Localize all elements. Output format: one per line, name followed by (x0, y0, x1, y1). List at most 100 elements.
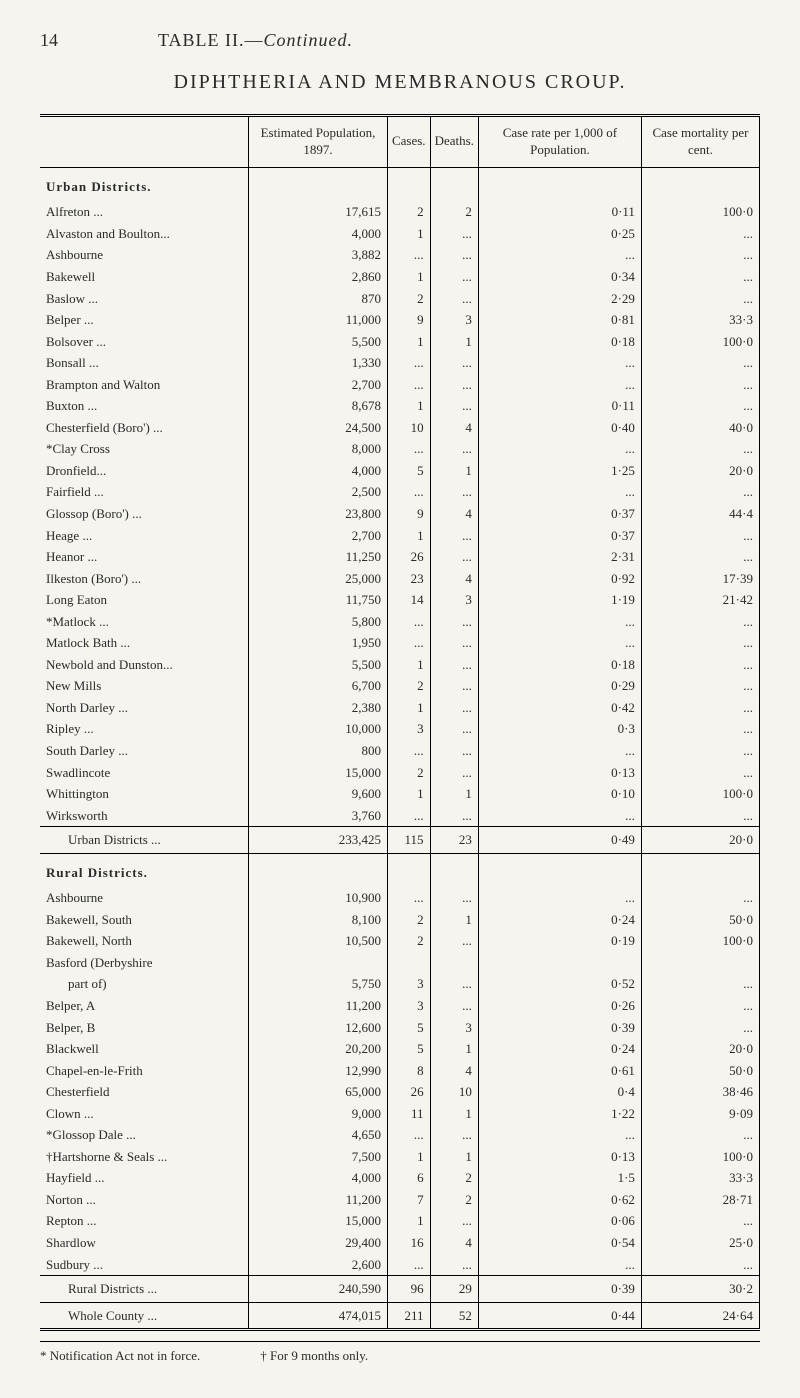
table-cell: 1·22 (478, 1103, 641, 1125)
table-cell: 38·46 (641, 1081, 759, 1103)
table-row: *Matlock ...5,800............ (40, 611, 760, 633)
table-cell: 0·11 (478, 395, 641, 417)
table-cell: ... (641, 697, 759, 719)
table-cell: 0·18 (478, 331, 641, 353)
section-header-row: Urban Districts. (40, 167, 760, 201)
table-cell: ... (430, 481, 478, 503)
table-cell: 50·0 (641, 1060, 759, 1082)
table-cell: ... (430, 395, 478, 417)
table-cell: Baslow ... (40, 288, 249, 310)
table-cell (249, 952, 388, 974)
table-cell: Heanor ... (40, 546, 249, 568)
table-cell: 11 (387, 1103, 430, 1125)
table-cell: 20,200 (249, 1038, 388, 1060)
table-row: Ashbourne3,882............ (40, 244, 760, 266)
table-cell: *Glossop Dale ... (40, 1124, 249, 1146)
table-cell: 4 (430, 1060, 478, 1082)
table-cell: ... (430, 223, 478, 245)
table-cell: ... (641, 481, 759, 503)
table-cell (249, 853, 388, 887)
table-cell: 24,500 (249, 417, 388, 439)
table-row: Chesterfield65,00026100·438·46 (40, 1081, 760, 1103)
table-cell: Bakewell, South (40, 909, 249, 931)
data-table: Estimated Population, 1897. Cases. Death… (40, 114, 760, 1331)
table-cell: 1 (387, 783, 430, 805)
table-row: Brampton and Walton2,700............ (40, 374, 760, 396)
table-cell: ... (641, 1254, 759, 1276)
table-cell: 0·42 (478, 697, 641, 719)
table-cell: Hayfield ... (40, 1167, 249, 1189)
table-cell (387, 952, 430, 974)
table-cell: 100·0 (641, 783, 759, 805)
col-rate: Case rate per 1,000 of Population. (478, 116, 641, 168)
table-cell: Chesterfield (40, 1081, 249, 1103)
table-cell: 25·0 (641, 1232, 759, 1254)
table-row: Heanor ...11,25026...2·31... (40, 546, 760, 568)
table-cell: ... (430, 887, 478, 909)
table-row: Alvaston and Boulton...4,0001...0·25... (40, 223, 760, 245)
table-cell: part of) (40, 973, 249, 995)
table-cell: 8,678 (249, 395, 388, 417)
table-row: Norton ...11,200720·6228·71 (40, 1189, 760, 1211)
table-cell: 11,200 (249, 995, 388, 1017)
table-row: Ashbourne10,900............ (40, 887, 760, 909)
table-cell: ... (641, 995, 759, 1017)
table-cell: 0·25 (478, 223, 641, 245)
table-cell: ... (430, 1254, 478, 1276)
table-cell: ... (430, 675, 478, 697)
table-cell: 11,750 (249, 589, 388, 611)
table-cell: 12,990 (249, 1060, 388, 1082)
table-cell: Dronfield... (40, 460, 249, 482)
table-row: North Darley ...2,3801...0·42... (40, 697, 760, 719)
table-cell: 9 (387, 309, 430, 331)
table-row: Clown ...9,0001111·229·09 (40, 1103, 760, 1125)
table-cell: Ashbourne (40, 887, 249, 909)
table-cell: ... (387, 374, 430, 396)
table-cell: 4,650 (249, 1124, 388, 1146)
table-row: Bakewell2,8601...0·34... (40, 266, 760, 288)
table-cell: 0·13 (478, 1146, 641, 1168)
table-cell: 30·2 (641, 1276, 759, 1303)
table-cell: 4,000 (249, 460, 388, 482)
table-cell: 1·5 (478, 1167, 641, 1189)
table-row: Baslow ...8702...2·29... (40, 288, 760, 310)
table-cell: 0·10 (478, 783, 641, 805)
table-cell: ... (641, 1017, 759, 1039)
table-cell: 10,900 (249, 887, 388, 909)
table-cell: Ilkeston (Boro') ... (40, 568, 249, 590)
table-row: Repton ...15,0001...0·06... (40, 1210, 760, 1232)
table-cell: ... (478, 1254, 641, 1276)
table-cell: ... (641, 762, 759, 784)
table-cell (387, 853, 430, 887)
table-cell: ... (430, 632, 478, 654)
table-cell (478, 853, 641, 887)
table-cell: 2 (387, 201, 430, 223)
table-row: Sudbury ...2,600............ (40, 1254, 760, 1276)
table-cell: 15,000 (249, 1210, 388, 1232)
table-cell: ... (387, 352, 430, 374)
table-cell: ... (641, 973, 759, 995)
table-cell: 1 (430, 1146, 478, 1168)
table-cell: Bonsall ... (40, 352, 249, 374)
table-cell: 1 (430, 331, 478, 353)
table-cell: 9 (387, 503, 430, 525)
table-cell: Shardlow (40, 1232, 249, 1254)
table-row: New Mills6,7002...0·29... (40, 675, 760, 697)
table-cell: ... (478, 374, 641, 396)
table-cell: 2 (387, 762, 430, 784)
table-cell: 52 (430, 1302, 478, 1330)
table-cell (641, 167, 759, 201)
table-cell: ... (641, 288, 759, 310)
table-cell: ... (430, 288, 478, 310)
table-cell: 0·44 (478, 1302, 641, 1330)
table-cell: 0·39 (478, 1276, 641, 1303)
table-cell: 2 (430, 1167, 478, 1189)
table-row: Bolsover ...5,500110·18100·0 (40, 331, 760, 353)
table-row: Matlock Bath ...1,950............ (40, 632, 760, 654)
table-cell: ... (387, 1124, 430, 1146)
table-cell: 10,500 (249, 930, 388, 952)
table-cell: 870 (249, 288, 388, 310)
section-header-cell: Rural Districts. (40, 853, 249, 887)
table-cell: 4 (430, 568, 478, 590)
table-cell: 29,400 (249, 1232, 388, 1254)
